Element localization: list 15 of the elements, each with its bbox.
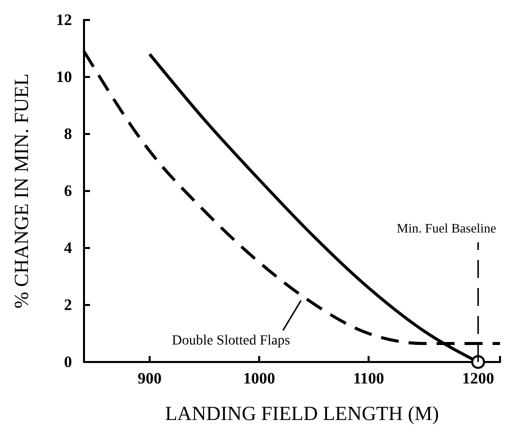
y-tick-label: 8 xyxy=(64,126,72,144)
x-tick-label: 1100 xyxy=(353,370,384,388)
y-tick-label: 4 xyxy=(64,240,72,258)
x-axis-title: LANDING FIELD LENGTH (M) xyxy=(165,403,439,425)
y-tick-label: 2 xyxy=(64,297,72,314)
y-tick-label: 10 xyxy=(56,69,72,86)
annotation: Double Slotted Flaps xyxy=(172,333,290,348)
y-tick-label: 6 xyxy=(64,183,72,200)
y-axis-title: % CHANGE IN MIN. FUEL xyxy=(11,74,33,308)
x-tick-label: 1200 xyxy=(462,370,494,388)
y-tick-label: 12 xyxy=(56,12,72,30)
x-tick-label: 900 xyxy=(138,370,162,388)
y-tick-label: 0 xyxy=(64,354,72,372)
ref-line-label: Min. Fuel Baseline xyxy=(396,220,496,236)
x-tick-label: 1000 xyxy=(243,370,276,388)
